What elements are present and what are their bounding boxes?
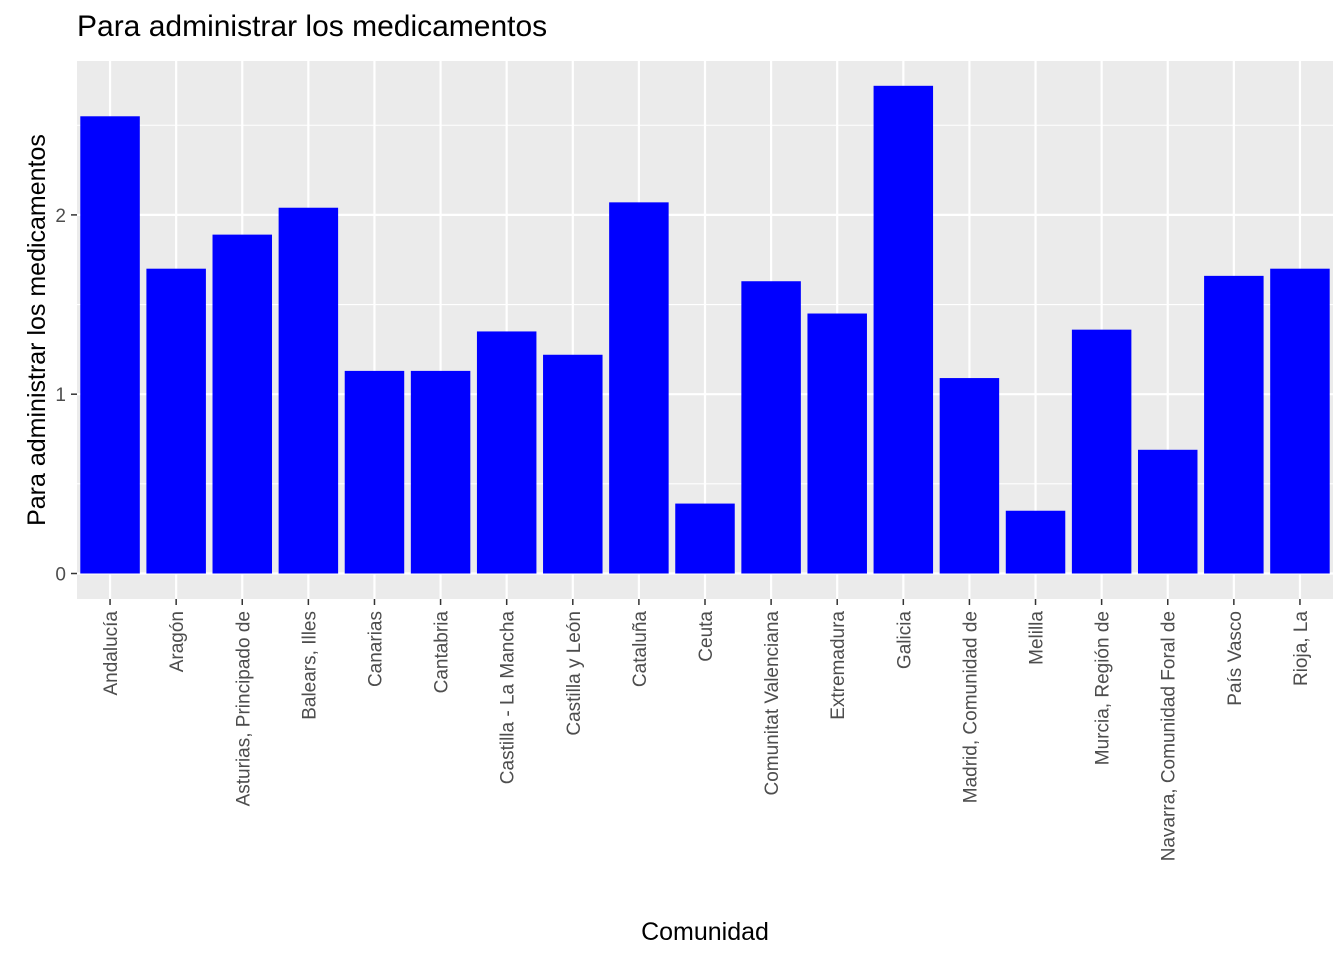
bars [80,85,1330,574]
bar [1005,510,1066,574]
x-axis: Andalucía Aragón Asturias, Principado de Ba… [101,599,1312,861]
bar [1270,268,1330,574]
bar [146,268,206,574]
bar [873,85,934,574]
bar [1071,329,1132,574]
x-axis-title: Comunidad [641,918,769,946]
x-tick-label: Balears, Illes [299,611,320,720]
x-tick-label: Navarra, Comunidad Foral de [1159,611,1180,861]
x-tick-label: Asturias, Principado de [233,611,254,806]
bar [344,370,405,574]
x-tick-label: Canarias [365,611,386,687]
x-tick-label: Aragón [167,611,188,672]
x-tick-label: Castilla y León [564,611,585,736]
x-tick-label: Cantabria [432,611,453,694]
x-tick-label: Extremadura [828,611,849,720]
x-tick-label: Comunitat Valenciana [762,611,783,796]
y-tick-label: 2 [55,206,66,227]
x-tick-label: País Vasco [1225,611,1246,706]
bar [278,207,339,574]
bar [1204,275,1264,574]
bar [410,370,471,574]
x-tick-label: Murcia, Región de [1093,611,1114,765]
bar [80,116,140,574]
bar [476,331,537,574]
y-tick-label: 0 [55,565,66,586]
x-tick-label: Madrid, Comunidad de [960,611,981,803]
bar [741,281,801,574]
y-axis-title: Para administrar los medicamentos [23,134,51,526]
x-tick-label: Galicia [894,611,915,670]
x-tick-label: Melilla [1027,611,1048,665]
bar [939,378,1000,574]
bar [212,234,273,574]
x-tick-label: Castilla - La Mancha [498,611,519,785]
x-tick-label: Rioja, La [1291,611,1312,686]
bar [807,313,867,574]
y-axis: 0 1 2 [55,206,77,586]
x-tick-label: Andalucía [101,611,122,696]
y-tick-label: 1 [55,385,66,406]
bar [543,354,603,574]
bar [1137,449,1198,574]
x-tick-label: Cataluña [630,611,651,687]
bar [609,202,669,574]
chart-title: Para administrar los medicamentos [77,10,548,43]
x-tick-label: Ceuta [696,611,717,662]
bar [675,503,735,574]
